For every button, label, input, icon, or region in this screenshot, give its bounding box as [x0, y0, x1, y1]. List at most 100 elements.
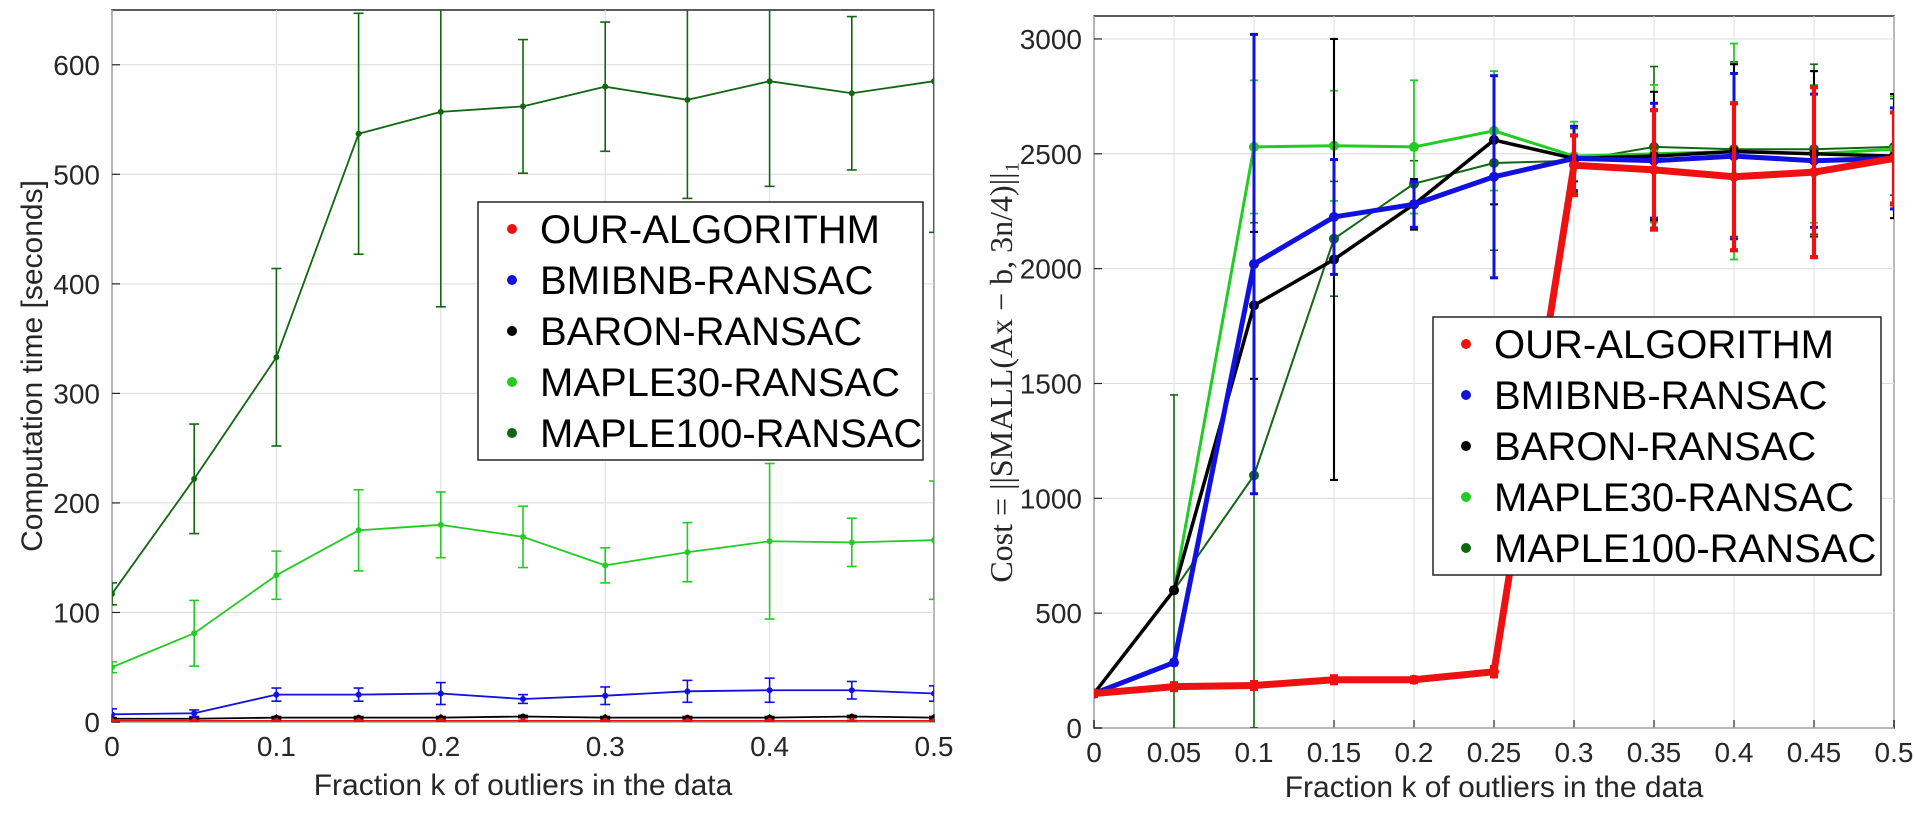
- y-tick-label: 2000: [1020, 254, 1082, 285]
- data-point: [437, 717, 444, 722]
- x-tick-label: 0.4: [750, 731, 789, 762]
- data-point: [1249, 259, 1259, 270]
- data-point: [355, 691, 362, 698]
- series-layer: [1094, 32, 1894, 728]
- data-point: [1489, 171, 1499, 182]
- x-axis-label: Fraction k of outliers in the data: [1285, 771, 1704, 804]
- x-tick-label: 0.3: [1555, 737, 1594, 768]
- x-tick-label: 0.5: [1875, 737, 1914, 768]
- computation-time-chart: 0 0.1 0.2 0.3 0.4 0.5 0 100 200 300 400 500 600 Fra…: [16, 9, 954, 802]
- legend-box: [477, 201, 924, 461]
- y-tick-label: 3000: [1020, 24, 1082, 55]
- data-point: [1409, 141, 1419, 152]
- legend-entries: OUR-ALGORITHM BMIBNB-RANSAC BARON-RANSAC MA…: [507, 208, 922, 456]
- data-point: [602, 717, 609, 722]
- data-point: [766, 717, 773, 722]
- legend-label-maple100-ransac: MAPLE100-RANSAC: [540, 412, 922, 456]
- data-point: [848, 90, 855, 97]
- y-tick-label: 1000: [1020, 483, 1082, 514]
- legend-label-maple30-ransac: MAPLE30-RANSAC: [540, 361, 900, 405]
- y-tick-label: 300: [53, 378, 100, 409]
- data-point: [848, 713, 855, 720]
- x-axis-label: Fraction k of outliers in the data: [314, 769, 733, 802]
- legend-marker: [1461, 390, 1471, 400]
- legend-label-bmibnb-ransac: BMIBNB-RANSAC: [1494, 374, 1827, 418]
- x-tick-label: 0.25: [1467, 737, 1522, 768]
- data-point: [1729, 171, 1739, 182]
- series-maple30-ransac: [112, 462, 934, 674]
- data-point: [437, 690, 444, 697]
- series-our-algorithm: [112, 717, 934, 722]
- data-point: [1329, 211, 1339, 222]
- data-point: [520, 717, 526, 722]
- x-tick-label: 0.1: [1235, 737, 1274, 768]
- data-point: [848, 717, 855, 722]
- series-our-algorithm: [1094, 85, 1894, 699]
- y-tick-label: 0: [84, 707, 100, 738]
- legend-marker: [507, 326, 517, 336]
- legend-label-baron-ransac: BARON-RANSAC: [1494, 425, 1816, 469]
- data-point: [112, 717, 115, 722]
- y-tick-labels: 0 500 1000 1500 2000 2500 3000: [1020, 24, 1082, 744]
- y-tick-label: 500: [1035, 598, 1082, 629]
- legend-marker: [1461, 441, 1471, 451]
- data-point: [437, 108, 444, 115]
- data-point: [112, 711, 115, 718]
- data-point: [848, 687, 855, 694]
- data-point: [848, 539, 855, 546]
- legend-marker: [507, 224, 517, 234]
- legend-marker: [507, 275, 517, 285]
- legend-label-baron-ransac: BARON-RANSAC: [540, 310, 862, 354]
- y-tick-label: 100: [53, 597, 100, 628]
- legend-marker: [507, 377, 517, 387]
- data-point: [684, 688, 691, 695]
- data-point: [684, 549, 691, 556]
- data-point: [355, 717, 362, 722]
- x-tick-label: 0: [1086, 737, 1102, 768]
- y-tick-label: 500: [53, 159, 100, 190]
- series-maple100-ransac: [112, 10, 934, 606]
- data-point: [1249, 680, 1259, 691]
- legend-marker: [507, 428, 517, 438]
- legend-label-bmibnb-ransac: BMIBNB-RANSAC: [540, 259, 873, 303]
- data-point: [766, 78, 773, 85]
- data-point: [766, 687, 773, 694]
- data-point: [191, 630, 198, 637]
- y-tick-label: 0: [1066, 713, 1082, 744]
- data-point: [1169, 657, 1179, 668]
- y-tick-label: 600: [53, 50, 100, 81]
- x-tick-label: 0.2: [1395, 737, 1434, 768]
- data-point: [1889, 153, 1894, 164]
- data-point: [1809, 167, 1819, 178]
- legend-label-our-algorithm: OUR-ALGORITHM: [1494, 323, 1834, 367]
- data-point: [273, 354, 280, 361]
- data-point: [112, 590, 115, 597]
- data-point: [355, 130, 362, 137]
- data-point: [1569, 160, 1579, 171]
- data-point: [1409, 674, 1419, 685]
- legend-box: [1432, 316, 1882, 576]
- data-point: [602, 83, 609, 90]
- data-point: [437, 521, 444, 528]
- data-point: [191, 710, 198, 717]
- data-point: [520, 713, 526, 720]
- legend-marker: [1461, 543, 1471, 553]
- data-point: [1094, 688, 1099, 699]
- legend-marker: [1461, 492, 1471, 502]
- x-tick-label: 0.1: [257, 731, 296, 762]
- data-point: [931, 537, 934, 544]
- data-point: [273, 691, 280, 698]
- data-point: [931, 717, 934, 722]
- legend-label-maple30-ransac: MAPLE30-RANSAC: [1494, 476, 1854, 520]
- cost-chart: 0 0.05 0.1 0.15 0.2 0.25 0.3 0.35 0.4 0.45 0.5 0 50…: [983, 15, 1914, 804]
- data-point: [1489, 666, 1499, 677]
- series-bmibnb-ransac: [112, 677, 934, 721]
- data-point: [1329, 674, 1339, 685]
- legend: OUR-ALGORITHM BMIBNB-RANSAC BARON-RANSAC MA…: [1432, 316, 1882, 576]
- x-tick-label: 0: [104, 731, 120, 762]
- x-tick-label: 0.5: [915, 731, 954, 762]
- data-point: [1649, 164, 1659, 175]
- data-point: [191, 475, 198, 482]
- data-point: [520, 103, 526, 110]
- x-tick-label: 0.3: [586, 731, 625, 762]
